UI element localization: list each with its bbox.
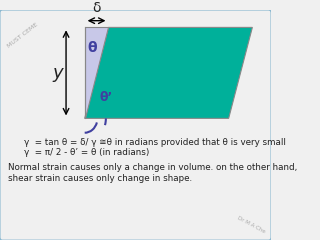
Polygon shape (85, 27, 252, 118)
Text: shear strain causes only change in shape.: shear strain causes only change in shape… (8, 174, 193, 183)
Text: MUST CEME: MUST CEME (7, 22, 39, 48)
Text: Dr M A Che: Dr M A Che (236, 216, 266, 234)
Text: θ’: θ’ (100, 91, 113, 104)
Text: γ  = π/ 2 - θ’ = θ (in radians): γ = π/ 2 - θ’ = θ (in radians) (24, 148, 149, 157)
Polygon shape (85, 27, 108, 118)
Text: γ  = tan θ = δ/ γ ≅θ in radians provided that θ is very small: γ = tan θ = δ/ γ ≅θ in radians provided … (24, 138, 285, 147)
Text: y: y (52, 64, 63, 82)
FancyBboxPatch shape (0, 9, 272, 240)
Text: θ: θ (87, 42, 97, 55)
Text: Normal strain causes only a change in volume. on the other hand,: Normal strain causes only a change in vo… (8, 163, 298, 172)
Text: δ: δ (92, 1, 101, 15)
